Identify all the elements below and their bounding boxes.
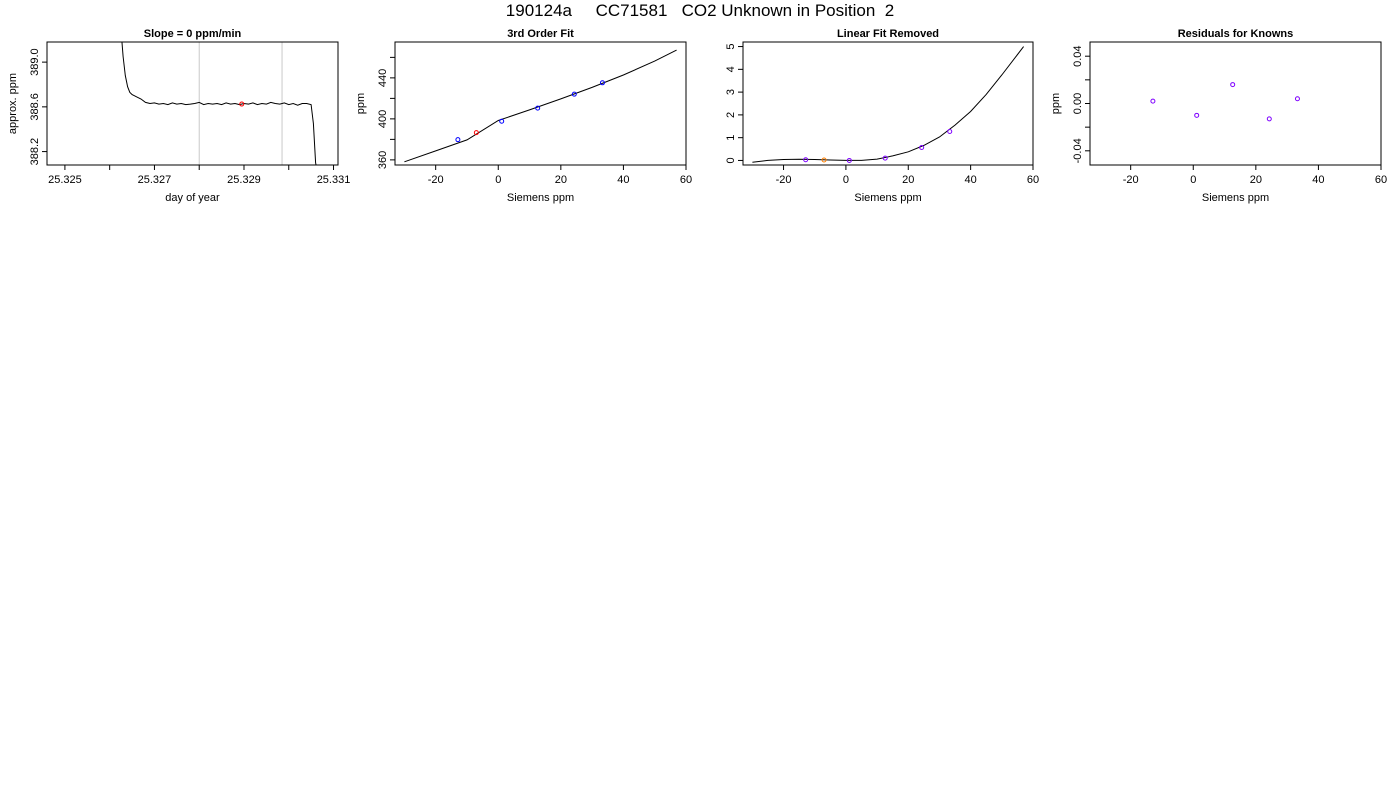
plot-frame (394, 41, 687, 166)
panel-title: 3rd Order Fit (507, 28, 574, 40)
panel-title: Residuals for Knowns (1178, 28, 1294, 40)
y-tick-label: 0.00 (1072, 93, 1084, 114)
data-point (1266, 116, 1272, 122)
data-point (535, 105, 541, 111)
fit-curve (752, 46, 1024, 163)
x-tick-label: 25.325 (48, 174, 82, 186)
y-axis-label: ppm (1050, 93, 1062, 114)
y-tick-label: 0 (725, 157, 737, 163)
data-point (499, 118, 505, 124)
figure-title: 190124a CC71581 CO2 Unknown in Position … (505, 1, 895, 20)
panel-title: Slope = 0 ppm/min (144, 28, 242, 40)
y-tick-label: 388.6 (29, 93, 41, 121)
plot-data (121, 42, 317, 165)
plot-frame (46, 41, 339, 166)
x-axis-label: Siemens ppm (1202, 192, 1269, 204)
y-tick-label: 3 (725, 89, 737, 95)
y-tick-label: 0.04 (1072, 45, 1084, 66)
x-tick-label: 20 (1250, 174, 1262, 186)
x-tick-label: 40 (617, 174, 629, 186)
x-tick-label: -20 (776, 174, 792, 186)
plot-frame (1089, 41, 1382, 166)
x-tick-label: 40 (965, 174, 977, 186)
panel-2: 3rd Order Fit -20 0 20 40 60 360 400 440 Siemens … (355, 28, 692, 204)
plot-frame (742, 41, 1034, 166)
data-point (882, 155, 888, 161)
current-point-marker (239, 101, 245, 107)
x-tick-label: 20 (902, 174, 914, 186)
panel-title: Linear Fit Removed (837, 28, 939, 40)
x-tick-label: 25.329 (227, 174, 261, 186)
data-point (599, 80, 605, 86)
plot-data (752, 46, 1024, 163)
data-point (803, 157, 809, 163)
data-point (1150, 98, 1156, 104)
plot-data (1150, 82, 1300, 122)
x-axis-label: day of year (165, 192, 220, 204)
panel-3: Linear Fit Removed -20 0 20 40 60 0 1 2 3 4 5 Siemen… (725, 28, 1039, 204)
x-tick-label: 25.331 (317, 174, 351, 186)
y-tick-label: 2 (725, 112, 737, 118)
x-tick-label: 0 (495, 174, 501, 186)
data-point (947, 129, 953, 135)
y-tick-label: 360 (377, 151, 389, 169)
x-tick-label: 0 (1190, 174, 1196, 186)
data-point (1230, 82, 1236, 88)
y-tick-label: 1 (725, 135, 737, 141)
series-line (121, 42, 317, 165)
y-tick-label: -0.04 (1072, 138, 1084, 163)
y-axis-label: ppm (355, 93, 367, 114)
data-point (821, 157, 827, 163)
x-tick-label: 60 (680, 174, 692, 186)
x-tick-label: 60 (1027, 174, 1039, 186)
data-point (1294, 96, 1300, 102)
y-tick-label: 5 (725, 43, 737, 49)
x-tick-label: 25.327 (138, 174, 172, 186)
data-point (455, 137, 461, 143)
x-axis-label: Siemens ppm (854, 192, 921, 204)
data-point (846, 157, 852, 163)
x-tick-label: 40 (1312, 174, 1324, 186)
data-point (473, 130, 479, 136)
data-point (1194, 112, 1200, 118)
x-tick-label: 0 (843, 174, 849, 186)
data-point (919, 144, 925, 150)
x-axis-label: Siemens ppm (507, 192, 574, 204)
y-tick-label: 440 (377, 69, 389, 87)
y-tick-label: 389.0 (29, 48, 41, 76)
y-tick-label: 4 (725, 66, 737, 72)
x-tick-label: 20 (555, 174, 567, 186)
x-tick-label: -20 (1123, 174, 1139, 186)
y-tick-label: 388.2 (29, 138, 41, 166)
y-tick-label: 400 (377, 110, 389, 128)
fit-curve (404, 49, 677, 163)
x-tick-label: -20 (428, 174, 444, 186)
x-tick-label: 60 (1375, 174, 1387, 186)
y-axis-label: approx. ppm (7, 73, 19, 134)
data-point (571, 91, 577, 97)
plot-data (404, 49, 677, 163)
panel-4: Residuals for Knowns -20 0 20 40 60 -0.04 0.00 0… (1050, 28, 1387, 204)
panel-1: Slope = 0 ppm/min 25.325 25.327 25.329 25.33… (7, 28, 350, 204)
